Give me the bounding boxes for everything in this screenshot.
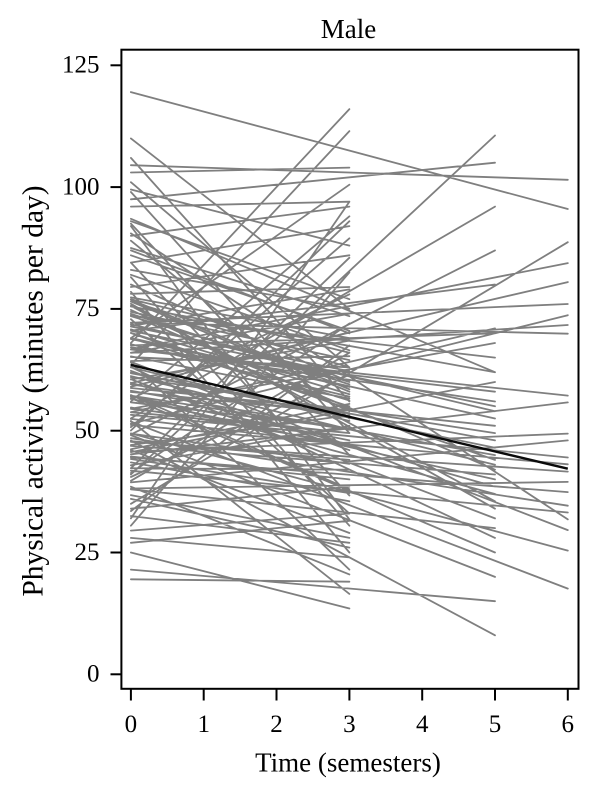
svg-text:1: 1 bbox=[197, 711, 210, 738]
svg-text:0: 0 bbox=[87, 661, 100, 688]
svg-text:50: 50 bbox=[75, 417, 100, 444]
svg-text:100: 100 bbox=[62, 173, 100, 200]
svg-text:5: 5 bbox=[489, 711, 502, 738]
svg-text:Male: Male bbox=[321, 14, 376, 44]
svg-text:6: 6 bbox=[562, 711, 575, 738]
svg-text:4: 4 bbox=[416, 711, 429, 738]
svg-text:0: 0 bbox=[125, 711, 138, 738]
svg-text:2: 2 bbox=[270, 711, 283, 738]
svg-text:125: 125 bbox=[62, 52, 100, 79]
svg-text:25: 25 bbox=[75, 539, 100, 566]
svg-text:Time (semesters): Time (semesters) bbox=[255, 748, 441, 778]
svg-text:75: 75 bbox=[75, 295, 100, 322]
svg-text:Physical activity (minutes per: Physical activity (minutes per day) bbox=[18, 185, 50, 596]
svg-text:3: 3 bbox=[343, 711, 356, 738]
